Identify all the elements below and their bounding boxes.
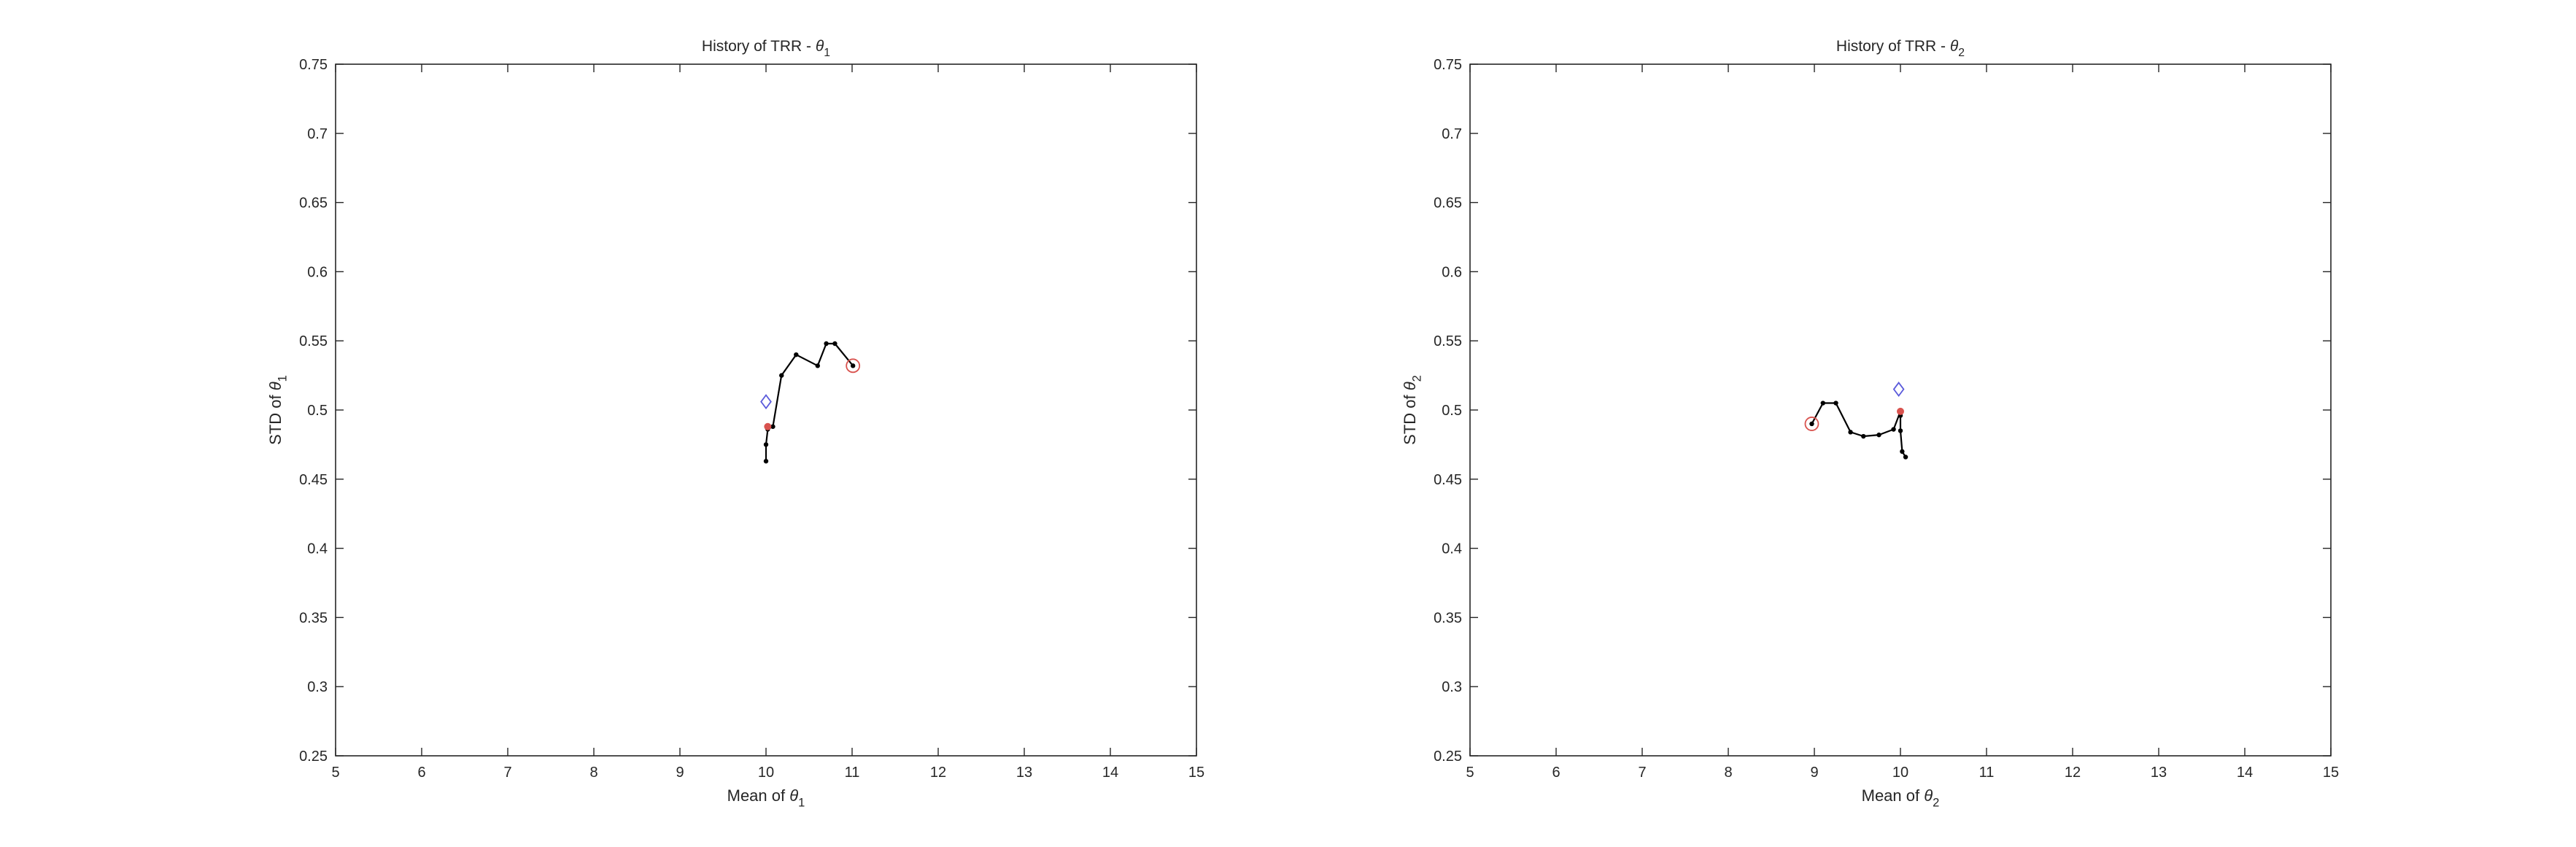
y-tick-label: 0.75 <box>299 57 328 73</box>
title-text: History of TRR - <box>1836 38 1950 55</box>
ylabel-symbol: θ <box>266 382 285 390</box>
y-tick-label: 0.75 <box>1434 57 1462 73</box>
y-tick-label: 0.3 <box>1442 679 1462 695</box>
x-tick-label: 10 <box>1892 765 1908 781</box>
history-point <box>1861 433 1866 439</box>
history-point <box>1900 449 1905 455</box>
x-tick-label: 14 <box>2237 765 2253 781</box>
y-tick-label: 0.6 <box>1442 264 1462 280</box>
y-tick-label: 0.5 <box>307 403 328 419</box>
y-tick-label: 0.7 <box>1442 126 1462 142</box>
y-tick-label: 0.4 <box>1442 541 1462 557</box>
xlabel-subscript: 1 <box>798 796 805 809</box>
ylabel-text: STD of <box>266 390 285 445</box>
y-tick-label: 0.45 <box>1434 472 1462 488</box>
x-tick-label: 7 <box>1638 765 1646 781</box>
x-tick-label: 7 <box>503 765 511 781</box>
x-tick-label: 6 <box>417 765 425 781</box>
history-point <box>1891 427 1896 432</box>
xlabel-text: Mean of <box>727 786 790 805</box>
target-diamond-marker <box>760 394 772 410</box>
history-point <box>779 373 784 378</box>
x-tick-label: 13 <box>1016 765 1032 781</box>
y-tick-label: 0.35 <box>1434 610 1462 626</box>
xlabel-subscript: 2 <box>1933 796 1939 809</box>
x-tick-label: 12 <box>930 765 946 781</box>
y-tick-label: 0.3 <box>307 679 328 695</box>
x-axis-label: Mean of θ2 <box>1862 786 1940 809</box>
y-tick-label: 0.55 <box>1434 333 1462 349</box>
end-marker <box>764 422 772 430</box>
y-tick-label: 0.7 <box>307 126 328 142</box>
title-symbol: θ <box>816 38 824 55</box>
x-tick-label: 9 <box>676 765 684 781</box>
history-point <box>850 363 856 368</box>
y-tick-label: 0.25 <box>1434 749 1462 765</box>
y-tick-label: 0.4 <box>307 541 328 557</box>
chart-title: History of TRR - θ2 <box>1836 38 1965 59</box>
title-subscript: 2 <box>1958 47 1965 59</box>
history-point <box>1809 421 1814 427</box>
x-tick-label: 14 <box>1102 765 1118 781</box>
y-tick-label: 0.6 <box>307 264 328 280</box>
start-marker <box>1804 417 1819 431</box>
xlabel-text: Mean of <box>1862 786 1925 805</box>
title-text: History of TRR - <box>702 38 816 55</box>
history-point <box>1820 401 1825 406</box>
history-point <box>1833 401 1838 406</box>
history-point <box>794 352 799 357</box>
ylabel-symbol: θ <box>1401 382 1419 390</box>
x-tick-label: 12 <box>2065 765 2081 781</box>
title-subscript: 1 <box>824 47 830 59</box>
title-symbol: θ <box>1950 38 1959 55</box>
chart-panel-2: 5 6 7 8 9 10 11 12 13 14 15 0.25 0.3 0.35 0.4 0.45 0.5 0.… <box>1401 38 2339 809</box>
history-point <box>832 341 838 347</box>
chart-panel-1: 5 6 7 8 9 10 11 12 13 14 150.250.30.350.40.450.50.… <box>266 38 1204 809</box>
x-axis-label: Mean of θ1 <box>727 786 805 809</box>
history-point <box>763 458 769 464</box>
history-point <box>1898 428 1903 433</box>
ylabel-subscript: 1 <box>276 375 289 382</box>
history-point <box>763 442 769 447</box>
x-tick-label: 11 <box>1979 765 1995 781</box>
x-tick-label: 8 <box>589 765 597 781</box>
start-marker <box>846 358 861 374</box>
x-tick-label: 5 <box>331 765 339 781</box>
y-axis-label: STD of θ2 <box>1401 375 1423 445</box>
x-tick-label: 10 <box>758 765 774 781</box>
x-tick-label: 9 <box>1810 765 1818 781</box>
history-point <box>770 424 775 429</box>
y-tick-label: 0.55 <box>299 333 328 349</box>
x-tick-label: 13 <box>2151 765 2167 781</box>
y-axis-label: STD of θ1 <box>266 375 289 445</box>
history-point <box>1876 432 1881 438</box>
y-tick-label: 0.65 <box>299 196 328 212</box>
xlabel-symbol: θ <box>789 786 798 805</box>
end-marker <box>1897 407 1904 415</box>
ylabel-text: STD of <box>1401 390 1419 445</box>
y-tick-label: 0.5 <box>1442 403 1462 419</box>
x-tick-label: 11 <box>845 765 860 781</box>
x-tick-label: 8 <box>1724 765 1732 781</box>
chart-title: History of TRR - θ1 <box>702 38 830 59</box>
y-tick-label: 0.65 <box>1434 196 1462 212</box>
xlabel-symbol: θ <box>1924 786 1933 805</box>
history-point <box>1903 455 1908 460</box>
ylabel-subscript: 2 <box>1410 375 1423 382</box>
x-tick-label: 6 <box>1552 765 1560 781</box>
history-point <box>824 341 829 347</box>
y-tick-label: 0.25 <box>299 749 328 765</box>
y-tick-label: 0.35 <box>299 610 328 626</box>
y-tick-label: 0.45 <box>299 472 328 488</box>
history-point <box>815 363 821 368</box>
plot-area <box>335 63 1197 757</box>
x-tick-label: 5 <box>1466 765 1474 781</box>
history-point <box>1848 430 1853 435</box>
x-tick-label: 15 <box>2323 765 2339 781</box>
x-tick-label: 15 <box>1188 765 1204 781</box>
target-diamond-marker <box>1892 382 1905 398</box>
history-line <box>765 342 854 462</box>
